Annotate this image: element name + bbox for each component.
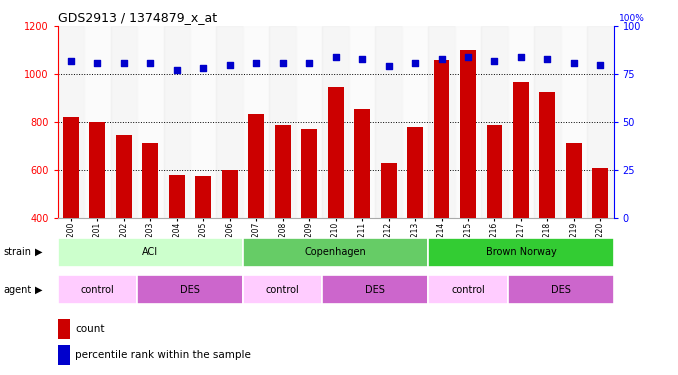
Bar	[380, 162, 397, 313]
Bar	[111, 26, 137, 218]
Point	[330, 54, 341, 60]
Point	[277, 60, 288, 66]
Point	[595, 62, 605, 68]
Bar	[407, 127, 423, 313]
Bar	[222, 170, 238, 313]
Bar	[269, 26, 296, 218]
Text: DES: DES	[365, 285, 385, 295]
Bar	[137, 275, 243, 304]
Bar	[243, 275, 322, 304]
Bar	[301, 129, 317, 313]
Text: percentile rank within the sample: percentile rank within the sample	[75, 350, 252, 360]
Bar	[137, 26, 163, 218]
Bar	[508, 26, 534, 218]
Point	[410, 60, 420, 66]
Bar	[243, 238, 428, 267]
Bar	[322, 275, 428, 304]
Bar	[428, 26, 455, 218]
Bar	[58, 238, 243, 267]
Text: control: control	[451, 285, 485, 295]
Point	[357, 56, 367, 62]
Bar	[190, 26, 216, 218]
Bar	[354, 110, 370, 313]
Bar	[296, 26, 322, 218]
Point	[383, 63, 394, 69]
Text: agent: agent	[3, 285, 32, 295]
Bar	[487, 126, 502, 313]
Bar	[142, 143, 158, 313]
Text: control: control	[266, 285, 300, 295]
Text: control: control	[81, 285, 114, 295]
Bar	[58, 345, 70, 365]
Bar	[460, 50, 476, 313]
Text: ▶: ▶	[35, 285, 43, 295]
Bar	[163, 26, 190, 218]
Text: 100%: 100%	[619, 15, 645, 24]
Bar	[534, 26, 561, 218]
Bar	[349, 26, 376, 218]
Point	[172, 67, 182, 73]
Bar	[455, 26, 481, 218]
Text: Brown Norway: Brown Norway	[485, 247, 557, 257]
Bar	[376, 26, 402, 218]
Text: Copenhagen: Copenhagen	[304, 247, 367, 257]
Text: strain: strain	[3, 247, 31, 257]
Bar	[322, 26, 349, 218]
Bar	[433, 60, 450, 313]
Point	[462, 54, 473, 60]
Point	[489, 58, 500, 64]
Point	[145, 60, 156, 66]
Bar	[58, 26, 84, 218]
Text: ▶: ▶	[35, 247, 43, 257]
Point	[224, 62, 235, 68]
Point	[66, 58, 77, 64]
Point	[92, 60, 103, 66]
Bar	[587, 26, 614, 218]
Bar	[89, 122, 105, 313]
Point	[542, 56, 553, 62]
Bar	[566, 143, 582, 313]
Bar	[481, 26, 508, 218]
Bar	[513, 82, 529, 313]
Bar	[84, 26, 111, 218]
Bar	[593, 168, 608, 313]
Bar	[402, 26, 428, 218]
Point	[198, 65, 209, 71]
Bar	[428, 275, 508, 304]
Text: count: count	[75, 324, 105, 334]
Bar	[561, 26, 587, 218]
Bar	[540, 92, 555, 313]
Text: ACI: ACI	[142, 247, 159, 257]
Bar	[243, 26, 269, 218]
Bar	[58, 319, 70, 339]
Bar	[275, 125, 291, 313]
Point	[119, 60, 129, 66]
Bar	[428, 238, 614, 267]
Text: DES: DES	[180, 285, 200, 295]
Point	[568, 60, 579, 66]
Bar	[195, 176, 211, 313]
Bar	[58, 275, 137, 304]
Bar	[116, 135, 132, 313]
Point	[436, 56, 447, 62]
Bar	[169, 175, 184, 313]
Bar	[508, 275, 614, 304]
Point	[515, 54, 526, 60]
Bar	[63, 117, 79, 313]
Text: GDS2913 / 1374879_x_at: GDS2913 / 1374879_x_at	[58, 11, 217, 24]
Point	[251, 60, 262, 66]
Bar	[216, 26, 243, 218]
Bar	[327, 87, 344, 313]
Point	[304, 60, 315, 66]
Text: DES: DES	[551, 285, 571, 295]
Bar	[248, 114, 264, 313]
